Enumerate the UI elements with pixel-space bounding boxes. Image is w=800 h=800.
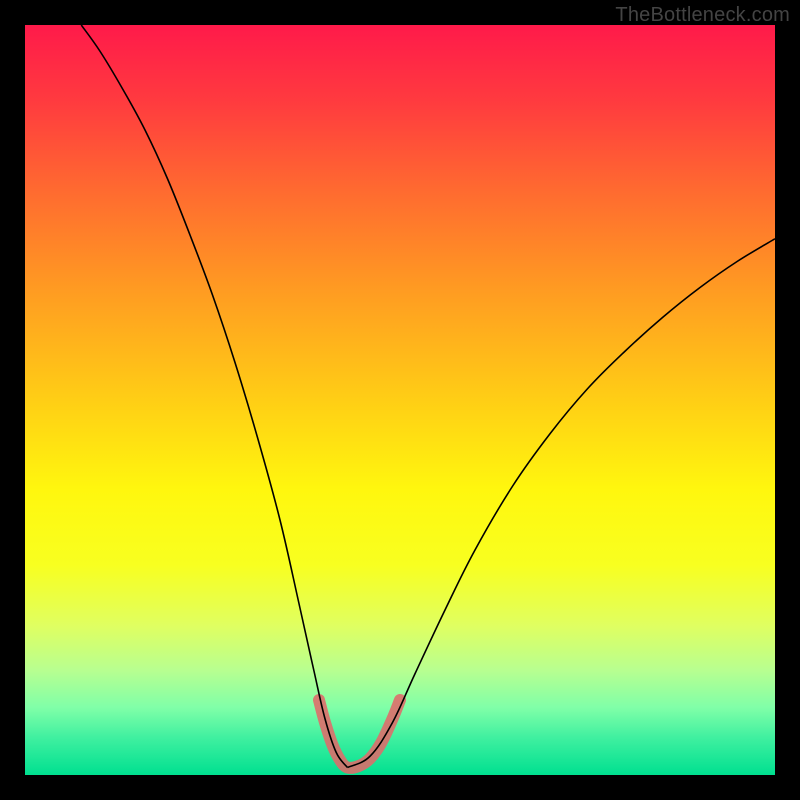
- curve-layer: [25, 25, 775, 775]
- curve-right: [348, 239, 776, 768]
- highlight-band: [319, 700, 400, 768]
- plot-area: [25, 25, 775, 775]
- curve-left: [81, 25, 347, 768]
- watermark-text: TheBottleneck.com: [615, 4, 790, 27]
